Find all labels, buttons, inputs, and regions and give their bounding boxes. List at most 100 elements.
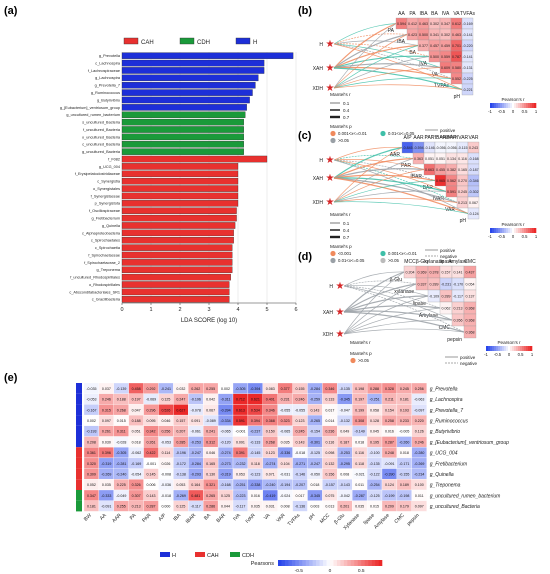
heat-row-label: g_Lachnospira bbox=[430, 397, 463, 403]
heat-row-label: g_uncultured_Bacteria bbox=[430, 504, 480, 510]
heat-value: -0.171 bbox=[399, 462, 409, 466]
heat-value: -0.394 bbox=[250, 387, 260, 391]
mantel-link bbox=[333, 45, 419, 89]
colorbar-segment bbox=[490, 228, 493, 233]
column-label: IVA bbox=[442, 11, 450, 17]
mantel-link bbox=[333, 77, 452, 89]
mantel-link bbox=[333, 158, 414, 203]
heat-colorbar-segment bbox=[378, 560, 383, 566]
corr-value: -0.141 bbox=[462, 55, 472, 59]
row-label: pH bbox=[454, 94, 461, 100]
heat-value: 0.265 bbox=[206, 494, 215, 498]
line-type-label: negative bbox=[440, 254, 458, 259]
heat-value: -0.055 bbox=[295, 408, 305, 412]
heat-column-label: MCC bbox=[319, 512, 332, 525]
corr-value: 0.062 bbox=[442, 307, 451, 311]
corr-value: 0.363 bbox=[414, 157, 423, 161]
heat-value: 0.157 bbox=[176, 419, 185, 423]
heat-value: 0.026 bbox=[161, 462, 170, 466]
heat-value: 0.189 bbox=[400, 483, 409, 487]
mantel-p-title: Mantel's p bbox=[330, 244, 352, 250]
lda-bar bbox=[121, 141, 244, 148]
row-group-bar bbox=[76, 393, 82, 405]
heat-value: -0.155 bbox=[399, 472, 409, 476]
heat-value: 0.044 bbox=[221, 505, 230, 509]
heat-value: 0.247 bbox=[176, 398, 185, 402]
colorbar-title: Pearson's r bbox=[501, 97, 525, 102]
heat-value: 0.197 bbox=[132, 398, 141, 402]
heat-value: -0.035 bbox=[86, 387, 96, 391]
mantel-link bbox=[343, 280, 417, 287]
colorbar-segment bbox=[514, 103, 517, 108]
heat-value: 0.035 bbox=[281, 440, 290, 444]
colorbar-segment bbox=[512, 346, 515, 351]
mantel-link bbox=[333, 22, 397, 69]
row-label: lipase bbox=[413, 301, 426, 307]
heat-value: -0.319 bbox=[220, 472, 230, 476]
category-label: g_Lachnospira bbox=[95, 76, 121, 80]
corr-value: -0.056 bbox=[446, 146, 456, 150]
category-label: f_Synergistaceae bbox=[91, 194, 120, 198]
group-star: ★ bbox=[326, 63, 335, 74]
corr-value: 0.302 bbox=[441, 33, 450, 37]
heat-value: 0.118 bbox=[251, 462, 260, 466]
category-label: g_Prevotella_7 bbox=[95, 84, 120, 88]
heat-value: 0.011 bbox=[415, 494, 424, 498]
category-label: o_Rhodospirillales bbox=[89, 283, 120, 287]
heat-value: 0.534 bbox=[251, 408, 260, 412]
mantel-link bbox=[343, 285, 465, 333]
heat-value: 0.011 bbox=[355, 483, 364, 487]
heat-value: -0.028 bbox=[116, 440, 126, 444]
heat-column-label: PAR bbox=[141, 512, 153, 524]
category-label: g_Treponema bbox=[97, 268, 121, 272]
heat-value: 0.100 bbox=[415, 483, 424, 487]
corr-value: -0.231 bbox=[441, 283, 451, 287]
heat-colorbar-segment bbox=[340, 560, 345, 566]
colorbar-segment bbox=[496, 346, 499, 351]
heat-value: 0.225 bbox=[117, 483, 126, 487]
corr-value: 0.116 bbox=[458, 157, 467, 161]
heat-value: 0.285 bbox=[176, 440, 185, 444]
corr-value: 0.701 bbox=[452, 44, 461, 48]
colorbar-segment bbox=[518, 346, 521, 351]
mantel-link bbox=[333, 23, 397, 45]
row-label: TVFAs bbox=[434, 83, 450, 89]
colorbar-tick: 1 bbox=[535, 234, 538, 239]
heat-value: 0.049 bbox=[340, 430, 349, 434]
heat-value: -0.018 bbox=[161, 494, 171, 498]
heat-value: 0.031 bbox=[266, 505, 275, 509]
colorbar-segment bbox=[508, 346, 511, 351]
heat-value: 0.165 bbox=[206, 462, 215, 466]
mantel-link bbox=[343, 295, 429, 313]
heat-value: -0.241 bbox=[161, 387, 171, 391]
heat-column-label: VAR bbox=[275, 512, 287, 524]
category-label: p_Synergistota bbox=[95, 202, 121, 206]
legend-label: CAH bbox=[141, 40, 154, 46]
lda-bar bbox=[121, 192, 239, 200]
legend-swatch bbox=[123, 37, 139, 45]
heat-value: 0.347 bbox=[87, 494, 96, 498]
heat-value: 0.208 bbox=[87, 440, 96, 444]
column-label: PA bbox=[409, 11, 416, 17]
corr-value: -0.146 bbox=[424, 146, 434, 150]
category-label: c_Absconditabacteriales_SR1 bbox=[69, 290, 120, 294]
heat-value: 0.018 bbox=[132, 440, 141, 444]
heat-value: 0.207 bbox=[176, 430, 185, 434]
mantel-link bbox=[343, 319, 453, 335]
colorbar-segment bbox=[490, 346, 493, 351]
heat-column-label: IVA bbox=[232, 512, 242, 522]
corr-value: 0.369 bbox=[418, 271, 427, 275]
panel-label-d: (d) bbox=[298, 251, 312, 263]
tick-label: 0 bbox=[120, 307, 123, 313]
category-label: g_UCG_004 bbox=[99, 165, 120, 169]
heat-value: -0.055 bbox=[280, 408, 290, 412]
heat-value: -0.157 bbox=[325, 483, 335, 487]
heat-value: -0.143 bbox=[340, 483, 350, 487]
category-label: c_Gracilibacteria bbox=[92, 298, 121, 302]
heat-value: 0.288 bbox=[370, 387, 379, 391]
colorbar-segment bbox=[486, 346, 489, 351]
colorbar-title: Pearson's r bbox=[497, 340, 521, 345]
heat-colorbar-segment bbox=[309, 560, 313, 566]
colorbar-tick: 0.5 bbox=[518, 352, 524, 357]
heat-value: -0.001 bbox=[235, 430, 245, 434]
